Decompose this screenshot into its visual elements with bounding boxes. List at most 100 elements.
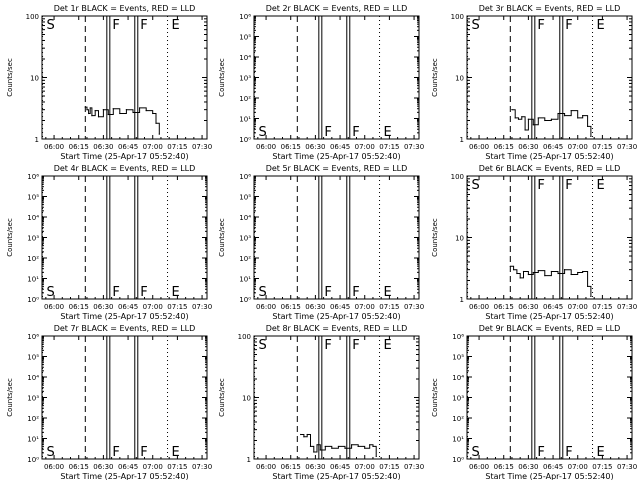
x-tick-label: 07:30 (192, 303, 212, 311)
y-tick-label: 100 (451, 173, 464, 181)
y-tick-label: 10³ (27, 235, 39, 243)
x-axis-label: Start Time (25-Apr-17 05:52:40) (60, 312, 188, 321)
y-tick-label: 10⁵ (27, 354, 39, 362)
marker-label: E (597, 445, 605, 460)
x-tick-label: 06:30 (305, 303, 325, 311)
x-tick-label: 06:45 (330, 303, 350, 311)
marker-label: S (472, 18, 480, 33)
panel-det-5: Det 5r BLACK = Events, RED = LLD Counts/s… (218, 164, 424, 321)
data-point (344, 447, 346, 449)
y-tick-label: 10² (239, 95, 251, 103)
series-events-line (85, 106, 160, 135)
y-axis-label: Counts/sec (6, 58, 14, 97)
data-point (112, 108, 114, 110)
x-axis-label: Start Time (25-Apr-17 05:52:40) (272, 312, 400, 321)
y-tick-label: 10⁴ (452, 374, 464, 382)
y-tick-label: 1 (460, 296, 464, 304)
data-point (331, 447, 333, 449)
plot-frame (253, 335, 420, 460)
y-tick-label: 10⁶ (239, 13, 251, 21)
y-tick-label: 10⁵ (239, 34, 251, 42)
marker-label: E (172, 18, 180, 33)
x-tick-label: 06:00 (44, 463, 64, 471)
data-point (152, 112, 154, 115)
y-tick-label: 10² (27, 415, 39, 423)
data-point (586, 285, 589, 288)
data-point (337, 445, 340, 448)
marker-label: F (537, 445, 544, 460)
y-axis-label: Counts/sec (6, 378, 14, 417)
data-point (544, 119, 546, 122)
y-tick-label: 10⁶ (452, 333, 464, 341)
data-point (557, 272, 559, 275)
y-tick-label: 10⁴ (27, 374, 39, 382)
plot-frame (253, 175, 420, 300)
plot-frame (41, 15, 208, 140)
data-point (590, 135, 592, 138)
x-tick-label: 06:00 (44, 143, 64, 151)
data-point (372, 445, 374, 448)
marker-label: S (47, 18, 55, 33)
y-tick-label: 10 (242, 395, 251, 403)
x-tick-label: 07:30 (617, 303, 637, 311)
x-tick-label: 07:00 (355, 463, 375, 471)
x-tick-label: 06:15 (281, 143, 301, 151)
x-tick-label: 06:00 (256, 303, 276, 311)
y-tick-label: 1 (35, 136, 39, 144)
x-tick-label: 07:30 (617, 143, 637, 151)
data-point (577, 117, 579, 119)
y-tick-label: 10³ (27, 395, 39, 403)
x-tick-label: 06:00 (469, 303, 489, 311)
x-tick-label: 07:00 (568, 143, 588, 151)
data-point (94, 109, 96, 112)
x-axis-label: Start Time (25-Apr-17 05:52:40) (60, 152, 188, 161)
x-axis-label: Start Time (25-Apr-17 05:52:40) (272, 472, 400, 480)
data-point (563, 115, 566, 117)
marker-label: F (537, 18, 544, 33)
panel-det-3: Det 3r BLACK = Events, RED = LLD Counts/s… (431, 4, 637, 161)
y-tick-label: 10³ (239, 75, 251, 83)
x-tick-label: 07:15 (167, 463, 187, 471)
data-point (87, 112, 90, 115)
y-tick-label: 10⁰ (452, 456, 464, 464)
y-axis-label: Counts/sec (431, 378, 439, 417)
y-tick-label: 10 (455, 75, 464, 83)
x-tick-label: 06:45 (543, 303, 563, 311)
marker-label: F (352, 285, 359, 300)
marker-label: F (112, 285, 119, 300)
x-tick-label: 07:15 (592, 143, 612, 151)
x-tick-label: 06:00 (256, 143, 276, 151)
marker-label: E (384, 285, 392, 300)
marker-label: F (352, 338, 359, 353)
y-tick-label: 10² (239, 255, 251, 263)
x-tick-label: 07:30 (192, 143, 212, 151)
x-tick-label: 07:00 (568, 303, 588, 311)
data-point (313, 451, 315, 453)
x-tick-label: 06:00 (256, 463, 276, 471)
panel-det-4: Det 4r BLACK = Events, RED = LLD Counts/s… (6, 164, 212, 321)
data-point (125, 109, 128, 111)
data-point (91, 115, 93, 117)
marker-label: E (172, 445, 180, 460)
data-point (316, 444, 318, 446)
x-tick-label: 07:00 (143, 143, 163, 151)
x-tick-label: 06:15 (281, 303, 301, 311)
marker-label: F (324, 338, 331, 353)
x-tick-label: 06:30 (518, 143, 538, 151)
x-tick-label: 06:30 (305, 143, 325, 151)
x-tick-label: 06:15 (69, 463, 89, 471)
x-tick-label: 07:30 (404, 463, 424, 471)
data-point (577, 271, 579, 274)
y-axis-label: Counts/sec (218, 378, 226, 417)
x-axis-label: Start Time (25-Apr-17 05:52:40) (485, 472, 613, 480)
panel-det-2: Det 2r BLACK = Events, RED = LLD Counts/s… (218, 4, 424, 161)
panel-title: Det 7r BLACK = Events, RED = LLD (54, 324, 196, 333)
data-point (550, 270, 553, 273)
marker-label: F (112, 445, 119, 460)
marker-label: S (259, 338, 267, 353)
y-tick-label: 10⁰ (27, 296, 39, 304)
data-point (517, 118, 520, 120)
x-tick-label: 07:30 (617, 463, 637, 471)
data-point (132, 111, 134, 114)
x-tick-label: 07:00 (568, 463, 588, 471)
